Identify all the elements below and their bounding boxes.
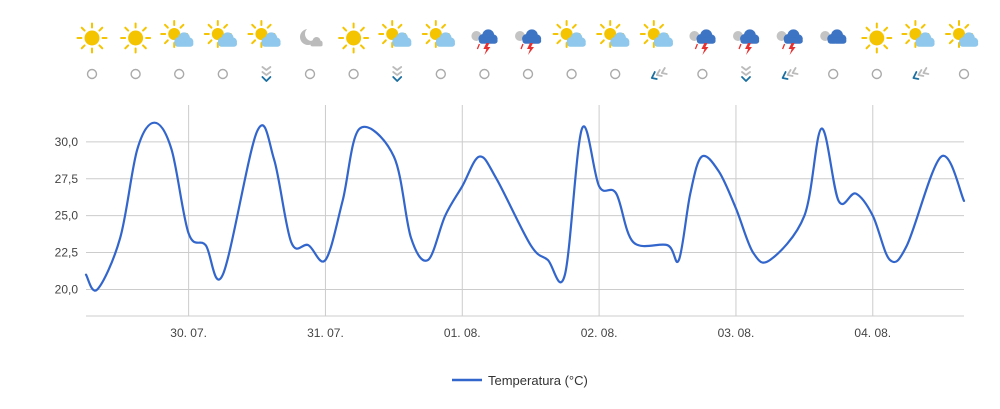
wind-north-icon <box>261 66 272 82</box>
calm-icon <box>871 68 882 80</box>
sun-cloud-icon <box>203 20 237 48</box>
y-tick-label: 25,0 <box>55 209 79 223</box>
wind-east-icon <box>781 67 799 80</box>
sun-cloud-icon <box>552 20 586 48</box>
calm-icon <box>348 68 359 80</box>
calm-icon <box>304 68 316 80</box>
sun-cloud-icon <box>945 20 979 48</box>
x-tick-label: 04. 08. <box>854 326 891 340</box>
storm-cloud-icon <box>776 29 803 55</box>
x-tick-label: 01. 08. <box>444 326 481 340</box>
calm-icon <box>479 68 490 80</box>
storm-cloud-icon <box>689 29 716 55</box>
moon-cloud-icon <box>300 27 323 47</box>
calm-icon <box>610 68 621 80</box>
wind-north-icon <box>392 66 403 82</box>
calm-icon <box>697 68 708 80</box>
rain-cloud-icon <box>820 29 847 50</box>
calm-icon <box>435 68 446 80</box>
sun-cloud-icon <box>901 20 935 48</box>
y-tick-label: 22,5 <box>55 246 79 260</box>
wind-north-icon <box>741 66 751 82</box>
temperature-chart: 20,0 22,5 25,0 27,5 30,0 30. 07. 31. 07. 01. 0… <box>55 105 966 388</box>
calm-icon <box>130 68 141 80</box>
y-axis-ticks: 20,0 22,5 25,0 27,5 30,0 <box>55 135 79 297</box>
y-tick-label: 30,0 <box>55 135 79 149</box>
temperature-series-line <box>84 121 966 292</box>
calm-icon <box>217 68 229 80</box>
storm-cloud-icon <box>733 29 760 55</box>
calm-icon <box>958 68 970 80</box>
calm-icon <box>828 68 839 80</box>
sun-icon <box>338 22 370 54</box>
wind-east-icon <box>650 67 668 80</box>
calm-icon <box>86 68 98 80</box>
sun-cloud-icon <box>596 20 630 48</box>
forecast-icon-strip <box>76 20 979 82</box>
y-tick-label: 27,5 <box>55 172 79 186</box>
sun-cloud-icon <box>160 20 194 48</box>
x-axis-ticks: 30. 07. 31. 07. 01. 08. 02. 08. 03. 08. 04. 0… <box>170 326 891 340</box>
x-tick-label: 02. 08. <box>581 326 618 340</box>
wind-east-icon <box>912 67 930 80</box>
x-tick-label: 30. 07. <box>170 326 207 340</box>
x-tick-label: 31. 07. <box>307 326 344 340</box>
calm-icon <box>173 68 185 80</box>
sun-cloud-icon <box>378 20 412 48</box>
legend: Temperatura (°C) <box>452 373 588 388</box>
y-tick-label: 20,0 <box>55 282 79 296</box>
sun-icon <box>120 22 152 54</box>
sun-icon <box>861 22 893 54</box>
grid-lines <box>86 105 964 317</box>
calm-icon <box>566 68 577 80</box>
calm-icon <box>522 68 534 80</box>
storm-cloud-icon <box>471 29 498 55</box>
storm-cloud-icon <box>515 29 542 55</box>
sun-cloud-icon <box>247 20 281 48</box>
sun-cloud-icon <box>421 20 455 48</box>
legend-label: Temperatura (°C) <box>488 373 588 388</box>
sun-icon <box>76 22 108 54</box>
x-tick-label: 03. 08. <box>718 326 755 340</box>
sun-cloud-icon <box>639 20 673 48</box>
